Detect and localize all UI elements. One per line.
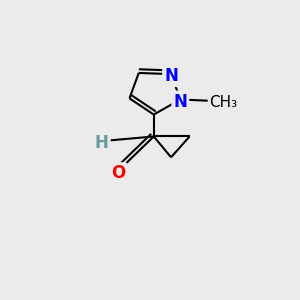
Text: O: O: [111, 164, 125, 182]
Text: H: H: [95, 134, 109, 152]
Text: CH₃: CH₃: [209, 95, 237, 110]
Text: N: N: [173, 92, 187, 110]
Text: N: N: [164, 67, 178, 85]
